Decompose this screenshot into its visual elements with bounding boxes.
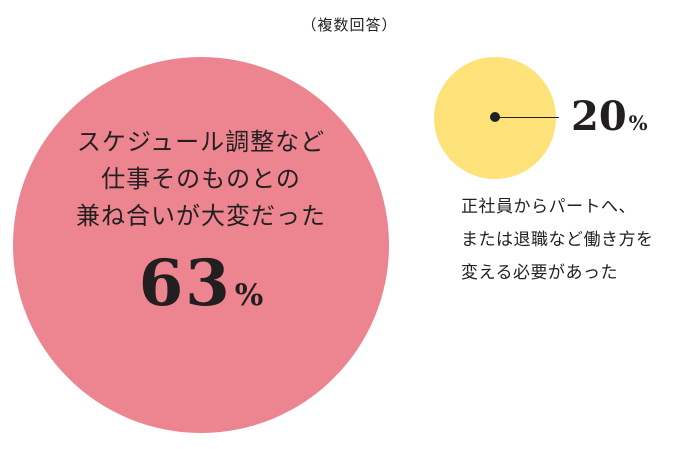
bubble-schedule-adjustment bbox=[13, 57, 389, 433]
label-line: 兼ね合いが大変だった bbox=[76, 202, 326, 230]
callout-dot bbox=[490, 112, 500, 122]
label-line: 仕事そのものとの bbox=[101, 165, 301, 193]
label-line: 正社員からパートへ、 bbox=[461, 197, 636, 217]
multiple-answer-note: （複数回答） bbox=[301, 16, 398, 34]
label-line: スケジュール調整など bbox=[76, 128, 326, 156]
label-line: 変える必要があった bbox=[461, 263, 618, 283]
value-number: 63 bbox=[138, 246, 232, 321]
value-schedule-adjustment: 63% bbox=[13, 246, 389, 321]
percent-sign: % bbox=[628, 111, 648, 135]
percent-sign: % bbox=[234, 278, 264, 313]
value-work-style-change: 20% bbox=[571, 93, 648, 140]
value-number: 20 bbox=[571, 93, 627, 140]
bubble-label-work-style-change: 正社員からパートへ、 または退職など働き方を 変える必要があった bbox=[461, 191, 691, 290]
label-line: または退職など働き方を bbox=[461, 230, 654, 250]
bubble-label-schedule-adjustment: スケジュール調整など 仕事そのものとの 兼ね合いが大変だった bbox=[13, 124, 389, 235]
callout-line bbox=[495, 117, 559, 118]
